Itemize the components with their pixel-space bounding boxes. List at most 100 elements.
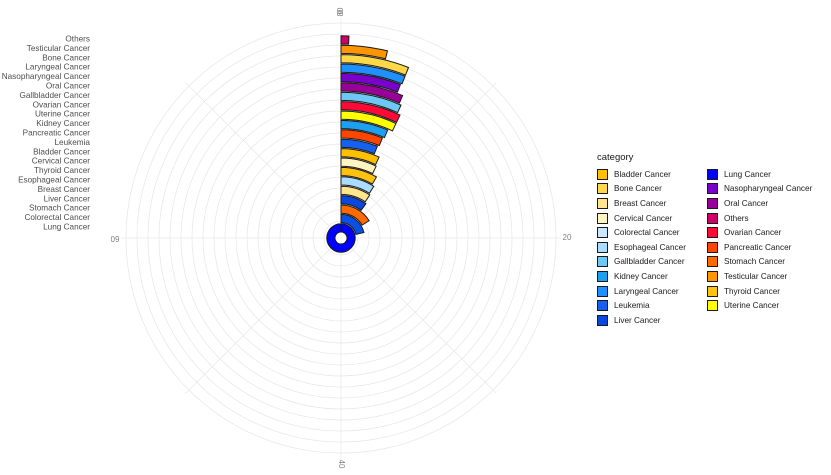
bar-stomach-cancer xyxy=(340,204,370,226)
grid-spoke xyxy=(344,241,497,394)
legend-item: Others xyxy=(707,211,822,226)
legend-item: Colorectal Cancer xyxy=(597,225,707,240)
angle-tick-label: 20 xyxy=(563,233,572,242)
category-label: Ovarian Cancer xyxy=(33,100,91,109)
legend-item: Bone Cancer xyxy=(597,182,707,197)
bar-ovarian-cancer xyxy=(340,101,401,124)
category-label: Stomach Cancer xyxy=(29,204,90,213)
legend-swatch xyxy=(597,256,608,268)
legend-label: Laryngeal Cancer xyxy=(614,286,679,296)
category-label: Bone Cancer xyxy=(42,53,90,62)
legend-label: Colorectal Cancer xyxy=(614,228,680,238)
legend-column: Lung Cancer Nasopharyngeal Cancer Oral Can… xyxy=(707,167,822,328)
legend-item: Laryngeal Cancer xyxy=(597,284,707,299)
angle-axis-ticks: 0 20 40 60 80 xyxy=(110,7,572,469)
legend-swatch xyxy=(597,212,608,224)
bar-thyroid-cancer xyxy=(340,166,378,185)
category-label: Esophageal Cancer xyxy=(18,175,90,184)
bar-lung-cancer xyxy=(326,223,356,253)
legend-swatch xyxy=(707,212,718,224)
polar-grid xyxy=(121,18,561,458)
legend-title: category xyxy=(597,152,634,163)
category-label: Kidney Cancer xyxy=(36,119,90,128)
legend-item: Lung Cancer xyxy=(707,167,822,182)
legend-swatch xyxy=(597,241,608,253)
legend-label: Stomach Cancer xyxy=(724,257,785,267)
legend-label: Bladder Cancer xyxy=(614,169,671,179)
legend-swatch xyxy=(707,256,718,268)
legend-swatch xyxy=(597,270,608,282)
legend-label: Others xyxy=(724,213,749,223)
legend-label: Esophageal Cancer xyxy=(614,242,686,252)
legend-swatch xyxy=(707,227,718,239)
category-label: Liver Cancer xyxy=(44,194,91,203)
bar-cervical-cancer xyxy=(340,157,377,175)
legend-swatch xyxy=(707,241,718,253)
legend-item: Stomach Cancer xyxy=(707,255,822,270)
category-label: Testicular Cancer xyxy=(27,44,91,53)
bar-layer xyxy=(326,35,410,253)
category-label: Oral Cancer xyxy=(46,81,90,90)
legend-item: Bladder Cancer xyxy=(597,167,707,182)
category-label: Others xyxy=(65,34,90,43)
bar-kidney-cancer xyxy=(340,119,389,139)
bar-testicular-cancer xyxy=(340,44,389,60)
bar-bladder-cancer xyxy=(340,148,380,166)
category-label: Uterine Cancer xyxy=(35,110,90,119)
legend-label: Cervical Cancer xyxy=(614,213,673,223)
category-label: Pancreatic Cancer xyxy=(23,128,91,137)
legend-item: Cervical Cancer xyxy=(597,211,707,226)
legend-item: Kidney Cancer xyxy=(597,269,707,284)
grid-spoke xyxy=(344,82,497,235)
legend-swatch xyxy=(597,314,608,326)
legend-label: Testicular Cancer xyxy=(724,271,788,281)
angle-tick-label: 40 xyxy=(337,460,346,469)
bar-gallbladder-cancer xyxy=(340,91,402,114)
legend-swatch xyxy=(597,168,608,180)
bar-laryngeal-cancer xyxy=(340,63,406,85)
category-label: Cervical Cancer xyxy=(32,157,91,166)
legend-item: Breast Cancer xyxy=(597,196,707,211)
category-label: Nasopharyngeal Cancer xyxy=(2,72,91,81)
legend-item: Nasopharyngeal Cancer xyxy=(707,182,822,197)
category-label: Breast Cancer xyxy=(38,185,91,194)
legend-swatch xyxy=(707,300,718,312)
legend-label: Pancreatic Cancer xyxy=(724,242,792,252)
bar-breast-cancer xyxy=(340,185,371,203)
legend-swatch xyxy=(597,285,608,297)
bar-esophageal-cancer xyxy=(340,176,375,194)
legend-label: Oral Cancer xyxy=(724,198,769,208)
legend-label: Bone Cancer xyxy=(614,184,662,194)
category-label: Colorectal Cancer xyxy=(24,213,90,222)
category-label: Leukemia xyxy=(54,138,90,147)
angle-tick-label: 60 xyxy=(110,234,119,243)
grid-spoke xyxy=(185,82,338,235)
legend-swatch xyxy=(707,285,718,297)
legend-swatch xyxy=(707,168,718,180)
legend-item: Liver Cancer xyxy=(597,313,707,328)
legend-label: Uterine Cancer xyxy=(724,301,780,311)
legend-swatch xyxy=(707,197,718,209)
bar-others xyxy=(340,35,350,45)
bar-oral-cancer xyxy=(340,82,404,104)
bar-bone-cancer xyxy=(340,54,410,76)
category-label: Laryngeal Cancer xyxy=(25,63,90,72)
bar-nasopharyngeal-cancer xyxy=(340,72,402,93)
angle-tick-label: 80 xyxy=(336,7,345,16)
legend-label: Kidney Cancer xyxy=(614,271,668,281)
legend-swatch xyxy=(597,300,608,312)
grid-spoke xyxy=(185,241,338,394)
legend-label: Nasopharyngeal Cancer xyxy=(724,184,813,194)
legend-item: Uterine Cancer xyxy=(707,298,822,313)
legend-swatch xyxy=(597,227,608,239)
legend-label: Breast Cancer xyxy=(614,198,667,208)
legend-label: Leukemia xyxy=(614,301,650,311)
legend-item: Thyroid Cancer xyxy=(707,284,822,299)
category-label: Lung Cancer xyxy=(43,222,90,231)
legend-item: Leukemia xyxy=(597,298,707,313)
bar-uterine-cancer xyxy=(340,110,397,132)
legend: category Bladder Cancer Bone Cancer Breast… xyxy=(597,152,822,328)
category-label: Bladder Cancer xyxy=(33,147,90,156)
legend-label: Gallbladder Cancer xyxy=(614,257,685,267)
